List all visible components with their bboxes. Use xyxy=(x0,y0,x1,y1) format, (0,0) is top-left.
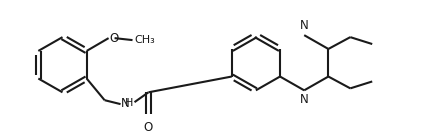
Text: N: N xyxy=(120,97,129,110)
Text: N: N xyxy=(300,19,309,32)
Text: O: O xyxy=(109,32,119,45)
Text: CH₃: CH₃ xyxy=(134,35,155,45)
Text: O: O xyxy=(144,121,153,134)
Text: N: N xyxy=(300,93,309,106)
Text: H: H xyxy=(125,98,133,108)
